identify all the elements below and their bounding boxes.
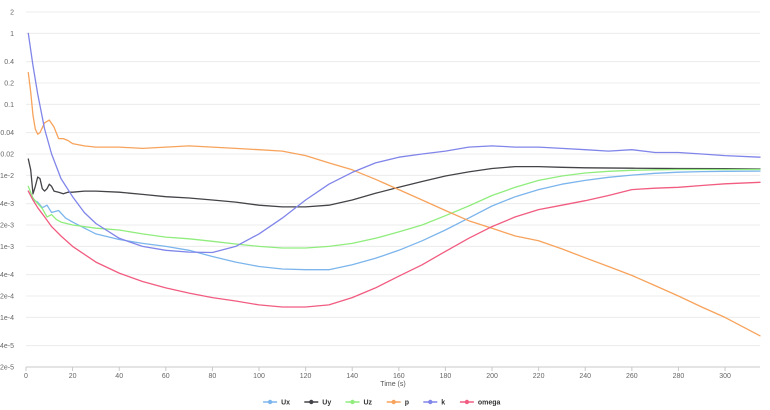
y-tick-label: 0.2: [4, 81, 14, 88]
x-tick-label: 80: [209, 373, 217, 380]
y-tick-label: 1e-2: [0, 173, 14, 180]
legend-item-Uz[interactable]: Uz: [345, 399, 373, 407]
y-tick-label: 4e-5: [0, 343, 14, 350]
y-tick-label: 0.4: [4, 59, 14, 66]
y-tick-label: 0.04: [0, 130, 14, 137]
x-tick-label: 220: [533, 373, 545, 380]
x-tick-label: 120: [300, 373, 312, 380]
x-tick-label: 280: [673, 373, 685, 380]
y-tick-label: 2: [10, 10, 14, 17]
x-tick-label: 20: [69, 373, 77, 380]
legend-marker-icon: [267, 399, 273, 405]
legend-label: Ux: [281, 400, 290, 407]
x-tick-label: 260: [626, 373, 638, 380]
legend-marker-icon: [391, 399, 396, 405]
y-tick-label: 0.02: [0, 152, 14, 159]
legend-label: Uz: [364, 400, 373, 407]
legend-marker-icon: [309, 399, 314, 405]
legend-item-omega[interactable]: omega: [459, 399, 501, 407]
legend-label: Uy: [322, 400, 331, 407]
x-tick-label: 140: [346, 373, 358, 380]
legend-label: omega: [478, 400, 501, 407]
legend-label: k: [441, 400, 445, 407]
series-line-Uy: [27, 158, 761, 208]
x-tick-label: 60: [162, 373, 170, 380]
y-axis-ticks: 2 1 0.4 0.2 0.1 0.04 0.02 1e-2 4e-3 2e-3 1e-3 4e-4 2…: [0, 10, 14, 372]
series-line-Ux: [27, 170, 761, 271]
x-axis-ticks: 0 20 40 60 80 100 120 140 160 180 200 220 240 260 280 3…: [24, 367, 731, 380]
x-tick-label: 40: [115, 373, 123, 380]
x-tick-label: 300: [719, 373, 731, 380]
legend-marker-icon: [428, 399, 433, 405]
y-tick-label: 4e-3: [0, 201, 14, 208]
legend-item-k[interactable]: k: [423, 400, 445, 407]
grid-lines: [26, 11, 760, 368]
x-tick-label: 180: [440, 373, 452, 380]
x-tick-label: 0: [24, 373, 28, 380]
series-line-omega: [27, 181, 761, 308]
y-tick-label: 2e-3: [0, 223, 14, 230]
x-axis-title: Time (s): [380, 381, 405, 388]
y-tick-label: 2e-4: [0, 294, 14, 301]
series-line-k: [27, 32, 761, 254]
x-tick-label: 100: [253, 373, 265, 380]
legend-item-p[interactable]: p: [386, 399, 409, 407]
y-tick-label: 2e-5: [0, 365, 14, 372]
legend-item-Ux[interactable]: Ux: [263, 400, 290, 407]
x-tick-label: 240: [579, 373, 591, 380]
x-tick-label: 160: [393, 373, 405, 380]
series-line-Uz: [27, 168, 761, 249]
y-tick-label: 1e-3: [0, 244, 14, 251]
legend-item-Uy[interactable]: Uy: [304, 400, 331, 407]
y-tick-label: 4e-4: [0, 272, 14, 279]
x-tick-label: 200: [486, 373, 498, 380]
plot-series: [27, 32, 761, 337]
series-line-p: [27, 71, 761, 337]
y-tick-label: 1: [10, 31, 14, 38]
legend-label: p: [405, 400, 409, 407]
y-tick-label: 0.1: [4, 102, 14, 109]
y-tick-label: 1e-4: [0, 315, 14, 322]
legend: Ux Uy Uz p k omega: [263, 399, 501, 407]
legend-marker-icon: [350, 399, 355, 405]
legend-marker-icon: [464, 399, 470, 405]
